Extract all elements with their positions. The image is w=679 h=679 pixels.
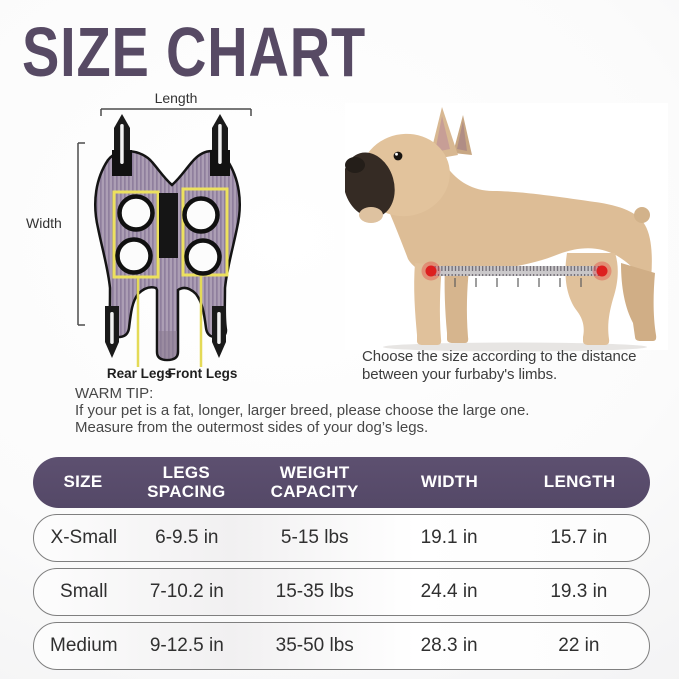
- warm-tip: WARM TIP: If your pet is a fat, longer, …: [75, 385, 640, 436]
- cell-weight-capacity: 35-50 lbs: [275, 635, 354, 656]
- cell-length: 19.3 in: [550, 581, 608, 602]
- label-leader-lines: [136, 276, 203, 367]
- warm-tip-line2: Measure from the outermost sides of your…: [75, 419, 429, 436]
- cell-size: X-Small: [50, 527, 118, 548]
- cell-legs-spacing: 6-9.5 in: [155, 527, 219, 548]
- cell-length: 15.7 in: [550, 527, 608, 548]
- dog-photo: [345, 103, 668, 352]
- length-label: Length: [154, 90, 198, 106]
- bottom-straps: [105, 306, 226, 358]
- header-size: SIZE: [63, 472, 103, 492]
- table-row-xsmall: X-Small 6-9.5 in 5-15 lbs 19.1 in 15.7 i…: [33, 514, 650, 562]
- warm-tip-line1: If your pet is a fat, longer, larger bre…: [75, 402, 530, 419]
- cell-legs-spacing: 7-10.2 in: [149, 581, 224, 602]
- cell-weight-capacity: 5-15 lbs: [280, 527, 349, 548]
- size-table-header-row: SIZE LEGS SPACING WEIGHT CAPACITY WIDTH …: [33, 457, 650, 508]
- size-table: SIZE LEGS SPACING WEIGHT CAPACITY WIDTH …: [33, 457, 650, 670]
- french-bulldog: [345, 107, 657, 345]
- measuring-tape: [421, 261, 612, 287]
- cell-size: Small: [60, 581, 108, 602]
- header-length: LENGTH: [543, 472, 616, 492]
- header-legs-spacing: LEGS SPACING: [147, 463, 226, 501]
- cell-legs-spacing: 9-12.5 in: [149, 635, 224, 656]
- cell-weight-capacity: 15-35 lbs: [275, 581, 354, 602]
- front-legs-label: Front Legs: [167, 366, 238, 381]
- table-row-medium: Medium 9-12.5 in 35-50 lbs 28.3 in 22 in: [33, 622, 650, 670]
- width-bracket: [77, 142, 85, 326]
- leg-holes: [115, 194, 222, 276]
- cell-width: 24.4 in: [420, 581, 478, 602]
- rear-legs-label: Rear Legs: [106, 366, 173, 381]
- cell-length: 22 in: [558, 635, 600, 656]
- center-strip: [159, 193, 178, 258]
- header-weight-capacity: WEIGHT CAPACITY: [270, 463, 359, 501]
- photo-caption-line1: Choose the size according to the distanc…: [362, 348, 637, 365]
- top-straps: [112, 114, 230, 176]
- header-width: WIDTH: [420, 472, 479, 492]
- tail-flap-tip: [158, 331, 177, 359]
- width-label: Width: [26, 215, 62, 231]
- table-row-small: Small 7-10.2 in 15-35 lbs 24.4 in 19.3 i…: [33, 568, 650, 616]
- hammock-diagram: [77, 108, 252, 367]
- dog-shadow: [383, 342, 647, 352]
- cell-width: 28.3 in: [420, 635, 478, 656]
- warm-tip-heading: WARM TIP:: [75, 385, 154, 402]
- photo-caption-line2: between your furbaby's limbs.: [362, 365, 558, 383]
- rear-legs-highlight-box: [112, 190, 160, 279]
- cell-width: 19.1 in: [420, 527, 478, 548]
- photo-caption: Choose the size according to the distanc…: [362, 348, 662, 383]
- page-title: SIZE CHART: [22, 13, 366, 91]
- length-bracket: [100, 108, 252, 116]
- cell-size: Medium: [50, 635, 118, 656]
- red-endpoint-markers: [421, 261, 612, 281]
